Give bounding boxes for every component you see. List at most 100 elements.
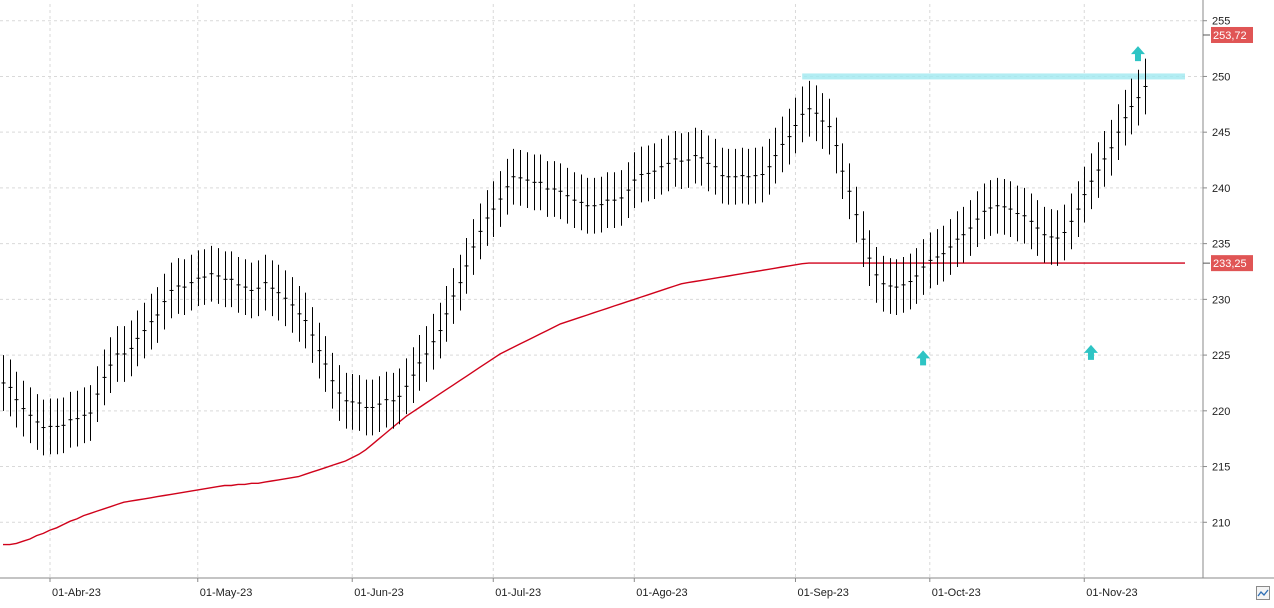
ohlc-bar <box>122 326 127 382</box>
ohlc-bar <box>377 376 382 432</box>
y-tick-label: 210 <box>1212 517 1230 529</box>
ohlc-bar <box>814 85 819 142</box>
ohlc-bar <box>169 262 174 319</box>
ohlc-bar <box>592 177 597 234</box>
ohlc-bar <box>451 268 456 324</box>
ohlc-bar <box>720 147 725 204</box>
ohlc-bar <box>511 148 516 205</box>
ohlc-bar <box>646 145 651 202</box>
x-tick-label: 01-May-23 <box>200 587 253 599</box>
chart-settings-button[interactable] <box>1256 586 1270 600</box>
y-tick-label: 230 <box>1212 294 1230 306</box>
x-tick-label: 01-Oct-23 <box>932 587 981 599</box>
x-tick-label: 01-Jul-23 <box>495 587 541 599</box>
ohlc-bar <box>344 372 349 429</box>
ohlc-bar <box>921 239 926 295</box>
ohlc-bar <box>61 397 66 454</box>
ohlc-bar <box>55 398 60 455</box>
ohlc-bar <box>901 257 906 313</box>
up-arrow-icon <box>1130 46 1145 62</box>
moving-average-line <box>3 262 1185 546</box>
ohlc-bar <box>760 146 765 203</box>
ohlc-bar <box>202 249 207 305</box>
ohlc-bar <box>491 181 496 237</box>
ohlc-bar <box>471 219 476 275</box>
ohlc-bar <box>149 293 154 350</box>
ohlc-bar <box>673 131 678 187</box>
ohlc-bar <box>968 200 973 256</box>
ohlc-bar <box>773 127 778 184</box>
resistance-line <box>802 73 1185 80</box>
ohlc-bar <box>820 93 825 149</box>
ohlc-bar <box>619 170 624 226</box>
ohlc-bar <box>21 380 26 437</box>
ohlc-bar <box>236 257 241 313</box>
ohlc-bar <box>249 262 254 319</box>
up-arrow-icon <box>916 350 931 366</box>
ohlc-bar <box>605 172 610 229</box>
ohlc-bar <box>1015 185 1020 242</box>
y-tick-label: 250 <box>1212 71 1230 83</box>
ohlc-bar <box>129 320 134 377</box>
ohlc-bar <box>1096 142 1101 198</box>
x-tick-label: 01-Ago-23 <box>636 587 687 599</box>
ohlc-bar <box>1076 181 1081 237</box>
ohlc-bar <box>397 368 402 425</box>
ohlc-bar <box>881 255 886 312</box>
ohlc-bar <box>854 186 859 243</box>
ohlc-bar <box>256 260 261 317</box>
ohlc-bar <box>35 394 40 450</box>
ohlc-bar <box>384 371 389 428</box>
x-tick-label: 01-Nov-23 <box>1086 587 1137 599</box>
ohlc-bar <box>95 366 100 422</box>
ohlc-bar <box>740 147 745 204</box>
ohlc-bar <box>1029 193 1034 250</box>
ohlc-bar <box>800 86 805 143</box>
ohlc-bar <box>679 133 684 190</box>
ohlc-bar <box>1123 89 1128 146</box>
ohlc-bar <box>948 219 953 275</box>
ohlc-bar <box>317 322 322 379</box>
ohlc-bar <box>1116 104 1121 161</box>
ohlc-bar <box>142 302 147 359</box>
ohlc-bar <box>552 161 557 217</box>
ohlc-bar <box>28 387 33 444</box>
ohlc-bar <box>75 390 80 447</box>
ohlc-bar <box>733 148 738 205</box>
ohlc-bar <box>424 326 429 382</box>
x-tick-label: 01-Jun-23 <box>354 587 404 599</box>
moving-average-label: 233,25 <box>1203 255 1253 272</box>
x-tick-label: 01-Sep-23 <box>797 587 848 599</box>
ohlc-bar <box>216 248 221 304</box>
ohlc-bar <box>48 398 53 455</box>
ohlc-bar <box>444 285 449 342</box>
ohlc-bar <box>417 335 422 391</box>
ohlc-bars <box>1 58 1148 456</box>
ohlc-bar <box>982 183 987 240</box>
ohlc-bar <box>867 230 872 286</box>
x-tick-label: 01-Abr-23 <box>52 587 101 599</box>
ohlc-bar <box>612 172 617 229</box>
grid <box>0 4 1203 578</box>
ohlc-bar <box>370 379 375 436</box>
ohlc-bar <box>840 143 845 200</box>
ohlc-bar <box>229 251 234 308</box>
ohlc-bar <box>1008 181 1013 237</box>
price-labels: 253,72 233,25 <box>1203 26 1253 272</box>
ohlc-bar <box>861 211 866 268</box>
ohlc-bar <box>82 387 87 444</box>
ohlc-bar <box>404 358 409 415</box>
up-arrow-icon <box>1083 344 1098 360</box>
ohlc-bar <box>135 310 140 367</box>
ohlc-bar <box>1002 178 1007 235</box>
ohlc-bar <box>478 203 483 260</box>
ohlc-bar <box>652 143 657 200</box>
ohlc-bar <box>961 206 966 263</box>
ohlc-bar <box>155 287 160 343</box>
ohlc-bar <box>713 138 718 195</box>
y-tick-label: 220 <box>1212 406 1230 418</box>
ohlc-bar <box>572 172 577 229</box>
ohlc-bar <box>162 273 167 330</box>
ohlc-bar <box>337 365 342 421</box>
ohlc-bar <box>1042 206 1047 263</box>
